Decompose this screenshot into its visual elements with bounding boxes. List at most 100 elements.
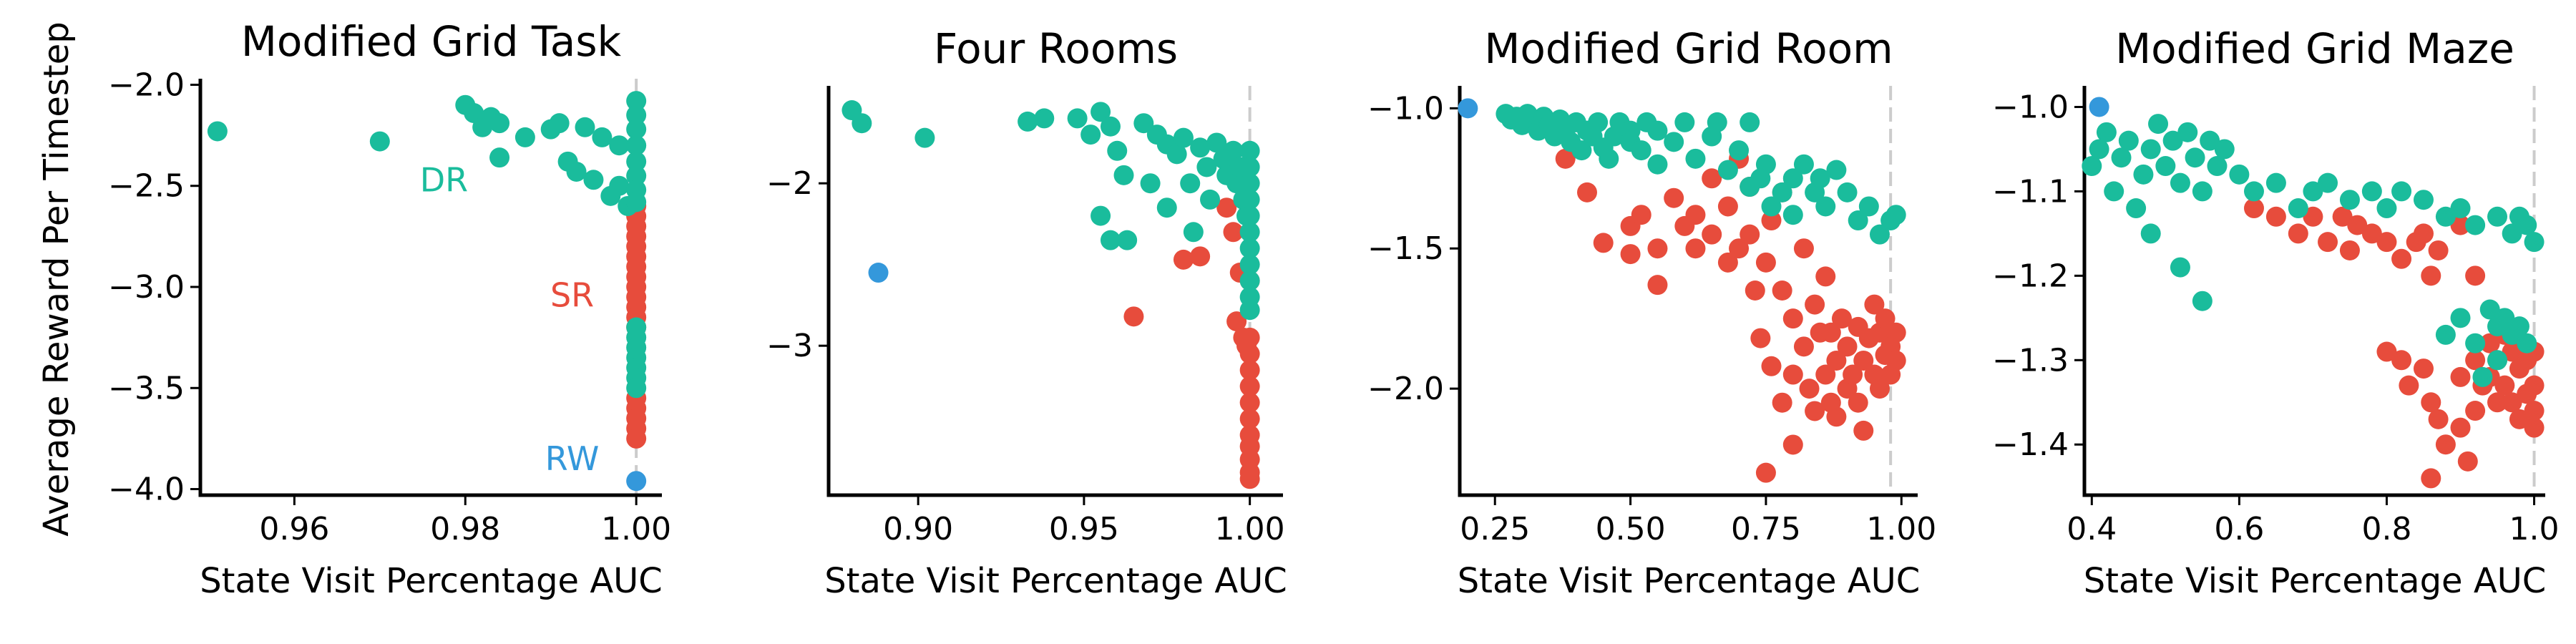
- series-rw: [2089, 97, 2109, 117]
- data-point-dr: [1599, 148, 1619, 169]
- chart-title: Four Rooms: [934, 24, 1178, 73]
- y-tick-label: −3.5: [108, 370, 185, 406]
- data-point-dr: [566, 161, 587, 182]
- data-point-sr: [1805, 401, 1825, 421]
- data-point-sr: [2450, 417, 2471, 438]
- x-tick-label: 0.50: [1596, 511, 1666, 547]
- data-point-dr: [2509, 316, 2529, 337]
- x-tick-label: 0.95: [1049, 511, 1119, 547]
- y-tick-label: −1.5: [1367, 230, 1444, 267]
- data-point-dr: [2391, 181, 2412, 202]
- x-tick-label: 1.00: [601, 511, 671, 547]
- data-point-sr: [2391, 248, 2412, 269]
- data-point-sr: [1864, 294, 1885, 315]
- data-point-dr: [2126, 198, 2147, 219]
- data-point-sr: [1853, 350, 1874, 371]
- data-point-dr: [852, 113, 872, 134]
- data-point-sr: [2265, 206, 2286, 227]
- data-point-dr: [2170, 172, 2190, 193]
- x-axis-label: State Visit Percentage AUC: [2084, 561, 2547, 601]
- data-point-dr: [1239, 254, 1260, 275]
- x-tick-label: 0.96: [259, 511, 329, 547]
- data-point-dr: [1869, 224, 1890, 245]
- x-tick-label: 0.8: [2361, 511, 2411, 547]
- data-point-dr: [514, 127, 535, 147]
- data-point-sr: [1576, 182, 1597, 203]
- data-point-dr: [1674, 112, 1695, 132]
- y-tick-label: −2: [766, 165, 813, 202]
- data-point-dr: [1156, 197, 1177, 218]
- data-point-sr: [1837, 336, 1858, 357]
- data-point-dr: [1647, 154, 1668, 175]
- y-tick-label: −3.0: [108, 269, 185, 306]
- chart-title: Modified Grid Task: [241, 17, 622, 66]
- data-point-dr: [2524, 232, 2545, 253]
- data-point-dr: [2502, 223, 2522, 244]
- data-point-dr: [1239, 270, 1260, 291]
- data-point-dr: [2472, 366, 2493, 387]
- x-tick-label: 0.75: [1731, 511, 1801, 547]
- data-point-dr: [1837, 182, 1858, 203]
- data-point-dr: [2170, 257, 2190, 278]
- data-point-dr: [2104, 181, 2124, 202]
- data-point-dr: [626, 378, 647, 399]
- data-point-sr: [1702, 224, 1722, 245]
- series-rw: [868, 263, 889, 283]
- data-point-sr: [1123, 306, 1144, 327]
- data-point-dr: [2200, 130, 2220, 151]
- data-point-sr: [2428, 409, 2449, 429]
- data-point-sr: [1885, 350, 1906, 371]
- data-point-sr: [1782, 364, 1803, 385]
- data-point-dr: [2082, 156, 2102, 177]
- data-point-sr: [2303, 206, 2323, 227]
- data-point-sr: [2502, 341, 2522, 362]
- data-point-sr: [2421, 265, 2441, 286]
- data-point-dr: [626, 104, 647, 125]
- data-point-sr: [2339, 240, 2360, 260]
- data-point-sr: [1239, 409, 1260, 429]
- data-point-sr: [2509, 409, 2529, 429]
- data-point-dr: [1196, 157, 1217, 177]
- series-sr: [1555, 148, 1906, 483]
- y-tick-label: −1.0: [1992, 89, 2069, 125]
- y-tick-label: −3: [766, 328, 813, 364]
- data-point-dr: [207, 121, 228, 142]
- data-point-dr: [1815, 196, 1836, 217]
- data-point-sr: [1239, 360, 1260, 381]
- data-point-dr: [2096, 122, 2117, 142]
- data-point-dr: [1848, 210, 1868, 231]
- data-point-dr: [1080, 125, 1101, 145]
- data-point-dr: [1588, 112, 1609, 132]
- data-point-dr: [914, 127, 935, 148]
- data-point-sr: [1620, 244, 1641, 265]
- data-point-dr: [2376, 198, 2397, 219]
- data-point-sr: [1885, 322, 1906, 343]
- data-point-rw: [2089, 97, 2109, 117]
- data-point-dr: [1647, 120, 1668, 141]
- data-point-dr: [609, 175, 630, 196]
- data-point-sr: [2494, 375, 2515, 396]
- data-point-sr: [1848, 392, 1868, 413]
- data-point-dr: [2288, 198, 2308, 219]
- data-point-sr: [626, 428, 647, 449]
- data-point-sr: [1631, 205, 1652, 225]
- annotation-sr: SR: [550, 275, 594, 314]
- data-point-sr: [1729, 238, 1750, 259]
- data-point-sr: [2465, 401, 2486, 421]
- data-point-sr: [1869, 379, 1890, 399]
- data-point-dr: [1173, 127, 1194, 148]
- y-tick-label: −4.0: [108, 472, 185, 508]
- data-point-sr: [2487, 392, 2508, 413]
- data-point-dr: [369, 131, 390, 152]
- data-point-dr: [626, 151, 647, 172]
- data-point-dr: [1631, 140, 1652, 161]
- data-point-dr: [1729, 140, 1750, 161]
- data-point-dr: [1858, 196, 1879, 217]
- data-point-sr: [1239, 392, 1260, 413]
- data-point-dr: [1239, 157, 1260, 177]
- x-tick-label: 0.98: [430, 511, 500, 547]
- data-point-dr: [2155, 156, 2176, 177]
- data-point-sr: [2435, 434, 2456, 455]
- data-point-dr: [2487, 350, 2508, 371]
